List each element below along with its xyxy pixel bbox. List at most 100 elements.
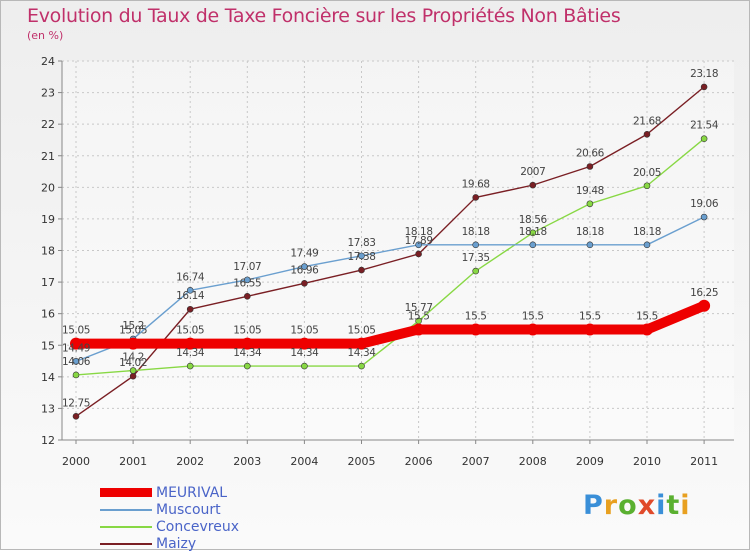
data-label-maizy: 21.68 (633, 115, 661, 127)
logo-letter: P (583, 490, 604, 521)
y-tick-label: 12 (41, 434, 55, 447)
data-label-muscourt: 15.2 (122, 320, 144, 332)
data-point-muscourt (415, 241, 422, 249)
data-point-maizy (186, 305, 194, 313)
y-tick-label: 13 (41, 402, 55, 415)
data-label-muscourt: 18.18 (462, 226, 490, 238)
legend-item-concevreux: Concevreux (100, 518, 239, 535)
legend-label: MEURIVAL (156, 484, 228, 501)
data-label-maizy: 16.14 (176, 290, 205, 302)
data-label-muscourt: 19.06 (690, 198, 719, 210)
data-label-meurival: 15.5 (636, 310, 658, 322)
data-point-muscourt (72, 358, 80, 365)
legend-swatch (100, 508, 152, 511)
legend-swatch (100, 488, 152, 497)
data-label-maizy: 16.96 (290, 264, 319, 276)
data-point-concevreux (643, 182, 651, 190)
data-label-maizy: 19.68 (462, 178, 490, 190)
legend-label: Maizy (156, 535, 197, 552)
proxiti-logo: Proxiti (583, 490, 691, 521)
data-label-muscourt: 17.83 (347, 237, 375, 249)
data-point-maizy (301, 280, 308, 287)
data-label-concevreux: 14.06 (62, 356, 91, 368)
y-tick-label: 19 (41, 213, 55, 226)
data-point-meurival (70, 337, 82, 350)
legend-label: Muscourt (156, 501, 221, 518)
data-point-meurival (298, 337, 311, 350)
logo-letter: o (618, 490, 638, 521)
data-label-meurival: 15.5 (465, 310, 487, 322)
data-label-meurival: 16.25 (690, 287, 718, 299)
data-point-maizy (529, 181, 537, 189)
y-tick-label: 16 (41, 308, 55, 321)
data-label-maizy: 12.75 (62, 397, 90, 409)
data-point-muscourt (244, 276, 251, 284)
y-tick-label: 14 (41, 371, 55, 384)
data-label-concevreux: 20.05 (633, 167, 661, 179)
data-point-muscourt (186, 286, 194, 294)
grid-layer (62, 60, 734, 441)
series-line-meurival (71, 300, 710, 349)
data-label-concevreux: 14.34 (176, 347, 205, 359)
data-point-maizy (643, 130, 651, 138)
data-label-muscourt: 18.18 (576, 226, 604, 238)
data-point-concevreux (129, 367, 137, 374)
x-tick-label: 2009 (576, 455, 604, 468)
data-point-meurival (698, 299, 711, 312)
logo-letter: i (656, 490, 667, 521)
y-tick-label: 20 (41, 181, 55, 194)
data-point-maizy (129, 372, 137, 380)
axis-layer: 12 13 14 15 16 17 18 19 20 21 22 23 24 2000 2001 2002 20… (41, 55, 734, 468)
chart-subtitle: (en %) (27, 29, 64, 42)
data-point-maizy (586, 163, 594, 170)
data-point-meurival (583, 323, 596, 336)
data-point-maizy (358, 266, 365, 274)
y-tick-label: 24 (41, 55, 55, 68)
data-label-maizy: 17.89 (405, 235, 433, 247)
data-point-concevreux (586, 200, 594, 208)
logo-letter: i (680, 490, 691, 521)
y-tick-label: 15 (41, 339, 55, 352)
data-label-concevreux: 14.34 (347, 347, 376, 359)
data-point-muscourt (643, 241, 651, 249)
x-tick-label: 2000 (62, 455, 90, 468)
logo-letter: r (603, 490, 619, 521)
y-tick-label: 23 (41, 87, 55, 100)
data-label-meurival: 15.5 (522, 310, 544, 322)
data-point-maizy (472, 194, 480, 201)
logo-letter: x (637, 490, 657, 521)
data-point-concevreux (72, 371, 80, 379)
data-label-muscourt: 18.18 (519, 226, 547, 238)
x-tick-label: 2006 (405, 455, 433, 468)
x-tick-label: 2007 (462, 455, 490, 468)
legend-item-meurival: MEURIVAL (100, 484, 239, 501)
x-tick-label: 2001 (119, 455, 147, 468)
data-label-muscourt: 17.07 (233, 261, 261, 273)
data-point-concevreux (301, 362, 308, 370)
data-label-maizy: 23.18 (690, 68, 718, 80)
data-point-meurival (526, 323, 539, 336)
data-point-meurival (412, 323, 425, 336)
data-label-meurival: 15.05 (176, 325, 204, 337)
logo-letter: t (666, 490, 681, 521)
y-tick-label: 18 (41, 245, 55, 258)
data-point-concevreux (244, 362, 251, 370)
data-point-meurival (469, 323, 482, 336)
data-point-muscourt (700, 213, 708, 221)
series-line-muscourt (75, 216, 705, 363)
data-point-meurival (184, 337, 197, 350)
data-point-concevreux (700, 135, 708, 142)
data-label-meurival: 15.05 (233, 325, 261, 337)
data-point-maizy (72, 413, 80, 420)
data-label-concevreux: 18.56 (519, 214, 548, 226)
data-point-meurival (127, 337, 140, 350)
legend-item-maizy: Maizy (100, 535, 239, 552)
data-point-meurival (355, 337, 368, 350)
data-label-concevreux: 17.35 (462, 252, 490, 264)
x-tick-label: 2011 (690, 455, 718, 468)
data-label-maizy: 16.55 (233, 277, 261, 289)
data-point-maizy (700, 83, 708, 91)
data-label-muscourt: 14.49 (62, 342, 90, 354)
